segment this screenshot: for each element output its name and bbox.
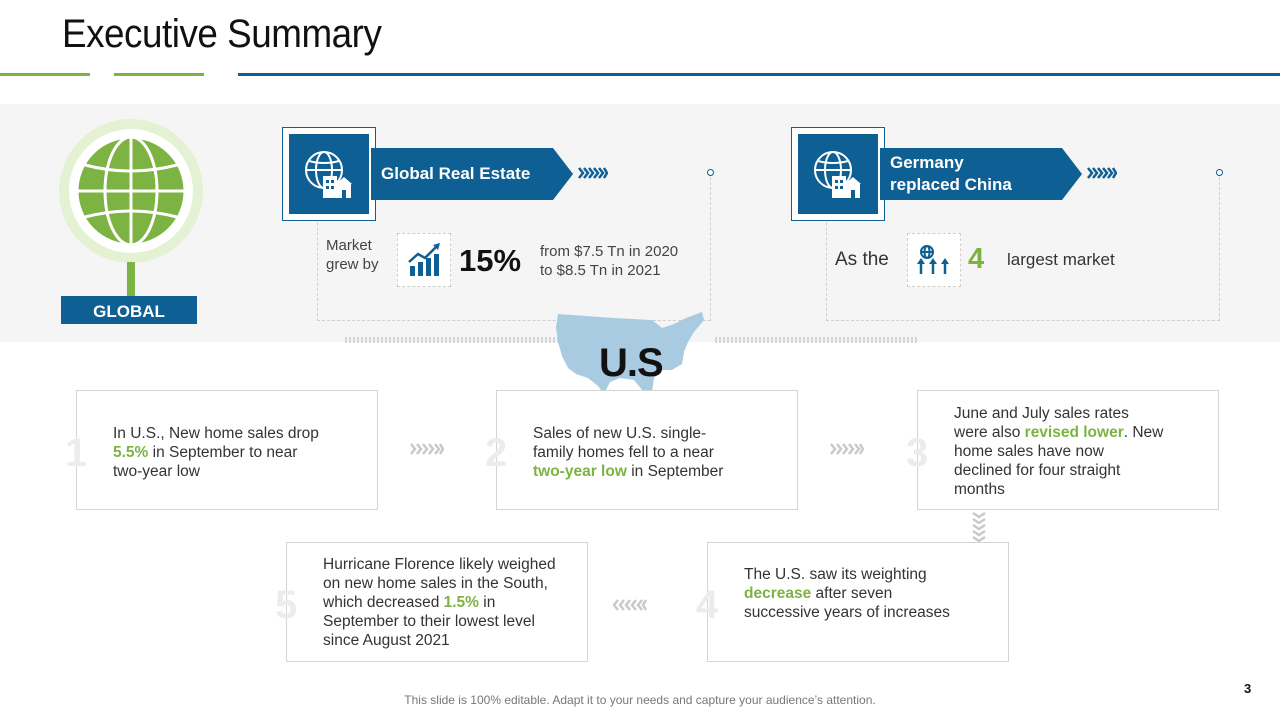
footer-note: This slide is 100% editable. Adapt it to…	[404, 693, 876, 707]
chevrons-down-icon	[972, 512, 986, 542]
step-number: 2	[485, 431, 508, 475]
card2-icon-frame	[791, 127, 885, 221]
card2-frame	[826, 172, 1220, 321]
step-text: June and July sales rates were also revi…	[954, 404, 1164, 499]
step-card-5: 5 Hurricane Florence likely weighed on n…	[275, 542, 588, 662]
card2-banner-text: Germany replaced China	[890, 148, 1012, 200]
card1-dot	[707, 169, 714, 176]
page-number: 3	[1244, 681, 1252, 696]
step-number: 5	[275, 583, 298, 627]
us-label: U.S	[599, 341, 664, 385]
step-highlight: 1.5%	[443, 594, 479, 611]
growth-percent: 15%	[459, 243, 522, 278]
step-text-pre: Hurricane Florence likely weighed on new…	[323, 556, 556, 611]
title-rule-green-2	[114, 73, 204, 76]
title-rule-green-1	[0, 73, 90, 76]
chevrons-left-icon	[613, 599, 647, 611]
step-card-4: 4 The U.S. saw its weighting decrease af…	[696, 542, 1009, 662]
step-highlight: decrease	[744, 585, 812, 602]
card2-banner: Germany replaced China	[880, 148, 1082, 200]
title-rule-blue	[238, 73, 1280, 76]
step-number: 3	[906, 431, 929, 475]
city-globe-icon	[814, 151, 861, 198]
step-text-pre: June and July sales rates were also	[954, 405, 1129, 441]
step-card-3: 3 June and July sales rates were also re…	[906, 390, 1219, 510]
card1-banner-text: Global Real Estate	[381, 164, 531, 183]
global-label: GLOBAL	[61, 296, 197, 324]
step-highlight: revised lower	[1024, 424, 1124, 441]
chevrons-right-icon	[578, 167, 608, 179]
globe-icon	[75, 135, 187, 247]
chevrons-right-icon	[410, 443, 444, 455]
step-text-pre: The U.S. saw its weighting	[744, 566, 927, 583]
globe-stem	[127, 262, 135, 296]
card1-frame	[317, 172, 711, 321]
step-text-post: in September to their lowest level since…	[323, 594, 535, 649]
step-card-2: 2 Sales of new U.S. single-family homes …	[485, 390, 798, 510]
step-text: Sales of new U.S. single-family homes fe…	[533, 424, 743, 481]
summary-band	[0, 104, 1280, 342]
card2-banner-line1: Germany	[890, 153, 964, 172]
step-number: 1	[65, 431, 88, 475]
step-highlight: two-year low	[533, 463, 627, 480]
card1-banner: Global Real Estate	[371, 148, 573, 200]
banner-arrow-shape	[371, 148, 573, 200]
step-number: 4	[696, 583, 719, 627]
globe-arrows-icon	[917, 245, 949, 274]
as-the-label: As the	[835, 249, 889, 270]
step-text-post: . New home sales have now declined for f…	[954, 424, 1164, 498]
map-connector-right	[715, 337, 917, 343]
banner-arrow-shape	[880, 148, 1082, 200]
card2-banner-line2: replaced China	[890, 175, 1012, 194]
city-globe-icon	[305, 151, 352, 198]
step-text-pre: Sales of new U.S. single-family homes fe…	[533, 425, 714, 461]
page-title: Executive Summary	[62, 12, 382, 56]
largest-market-label: largest market	[1007, 250, 1115, 269]
card1-icon-box	[289, 134, 369, 214]
step-text-post: in September to near two-year low	[113, 444, 298, 480]
map-connector-left	[345, 337, 565, 343]
market-rank: 4	[968, 243, 985, 275]
market-grew-label: Market grew by	[326, 237, 379, 273]
us-map-icon	[556, 312, 704, 400]
chevrons-right-icon	[830, 443, 864, 455]
step-highlight: 5.5%	[113, 444, 149, 461]
card1-icon-frame	[282, 127, 376, 221]
step-text-pre: In U.S., New home sales drop	[113, 425, 319, 442]
chevrons-right-icon	[1087, 167, 1117, 179]
card2-icon-box	[798, 134, 878, 214]
step-text: In U.S., New home sales drop 5.5% in Sep…	[113, 424, 323, 481]
step-card-1: 1 In U.S., New home sales drop 5.5% in S…	[65, 390, 378, 510]
step-text: Hurricane Florence likely weighed on new…	[323, 555, 568, 650]
growth-chart-icon	[408, 243, 440, 276]
card2-dot	[1216, 169, 1223, 176]
globe-arrows-box	[907, 233, 961, 287]
step-text-post: in September	[626, 463, 724, 480]
step-text-post: after seven successive years of increase…	[744, 585, 950, 621]
growth-detail-2: to $8.5 Tn in 2021	[540, 262, 661, 279]
growth-icon-box	[397, 233, 451, 287]
step-text: The U.S. saw its weighting decrease afte…	[744, 565, 954, 622]
growth-detail-1: from $7.5 Tn in 2020	[540, 243, 679, 260]
